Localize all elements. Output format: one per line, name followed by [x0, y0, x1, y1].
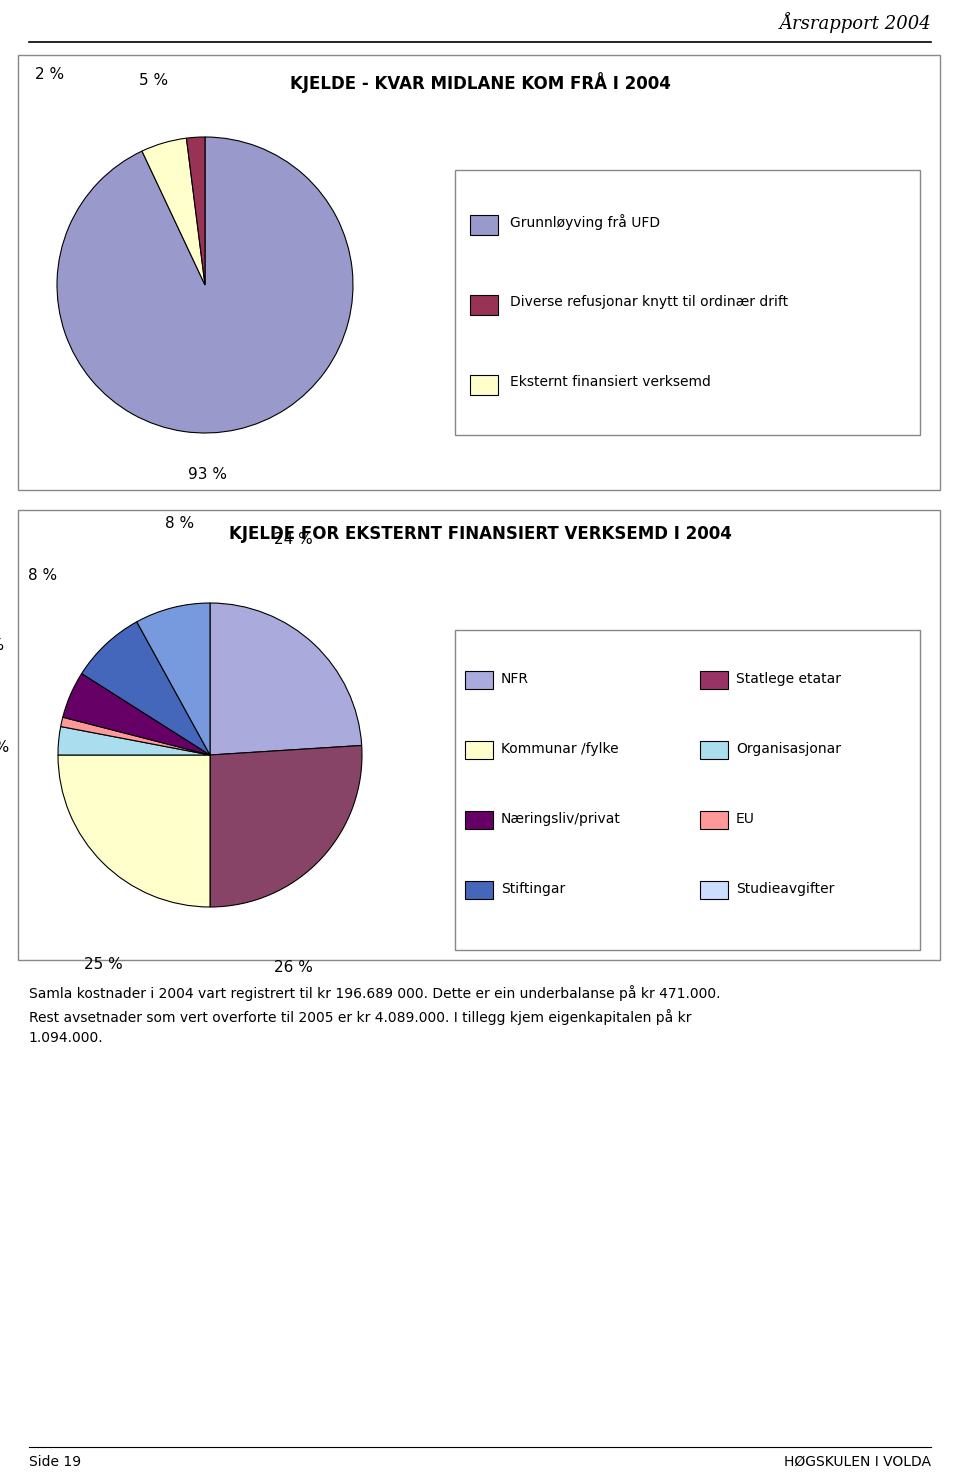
Wedge shape	[210, 604, 362, 755]
Text: Årsrapport 2004: Årsrapport 2004	[780, 12, 931, 33]
Wedge shape	[82, 621, 210, 755]
Wedge shape	[58, 727, 210, 755]
Wedge shape	[58, 755, 210, 908]
Wedge shape	[62, 673, 210, 755]
Text: 26 %: 26 %	[275, 961, 313, 976]
Text: Studieavgifter: Studieavgifter	[736, 881, 834, 896]
Text: KJELDE FOR EKSTERNT FINANSIERT VERKSEMD I 2004: KJELDE FOR EKSTERNT FINANSIERT VERKSEMD …	[228, 525, 732, 543]
Text: 93 %: 93 %	[188, 467, 228, 482]
Text: Eksternt finansiert verksemd: Eksternt finansiert verksemd	[510, 375, 710, 389]
Text: Organisasjonar: Organisasjonar	[736, 742, 841, 755]
Wedge shape	[57, 136, 353, 433]
Text: KJELDE - KVAR MIDLANE KOM FRÅ I 2004: KJELDE - KVAR MIDLANE KOM FRÅ I 2004	[290, 73, 670, 93]
Text: Diverse refusjonar knytt til ordinær drift: Diverse refusjonar knytt til ordinær dri…	[510, 295, 788, 308]
Wedge shape	[186, 136, 205, 285]
Text: 5 %: 5 %	[0, 638, 4, 653]
Wedge shape	[142, 138, 205, 285]
Wedge shape	[210, 746, 362, 908]
Text: 3 %: 3 %	[0, 740, 9, 755]
Text: Stiftingar: Stiftingar	[501, 881, 565, 896]
Text: 24 %: 24 %	[275, 532, 313, 547]
Text: 2 %: 2 %	[35, 67, 64, 83]
Text: 25 %: 25 %	[84, 957, 123, 973]
Text: Kommunar /fylke: Kommunar /fylke	[501, 742, 618, 755]
Text: 5 %: 5 %	[138, 73, 168, 89]
Wedge shape	[136, 604, 210, 755]
Text: HØGSKULEN I VOLDA: HØGSKULEN I VOLDA	[784, 1455, 931, 1470]
Text: 8 %: 8 %	[165, 516, 194, 531]
Wedge shape	[60, 718, 210, 755]
Text: EU: EU	[736, 811, 755, 826]
Text: Grunnløyving frå UFD: Grunnløyving frå UFD	[510, 214, 660, 230]
Text: Statlege etatar: Statlege etatar	[736, 672, 841, 685]
Text: Næringsliv/privat: Næringsliv/privat	[501, 811, 621, 826]
Text: NFR: NFR	[501, 672, 529, 685]
Text: Side 19: Side 19	[29, 1455, 81, 1470]
Text: Samla kostnader i 2004 vart registrert til kr 196.689 000. Dette er ein underbal: Samla kostnader i 2004 vart registrert t…	[29, 985, 720, 1046]
Text: 8 %: 8 %	[28, 568, 58, 583]
